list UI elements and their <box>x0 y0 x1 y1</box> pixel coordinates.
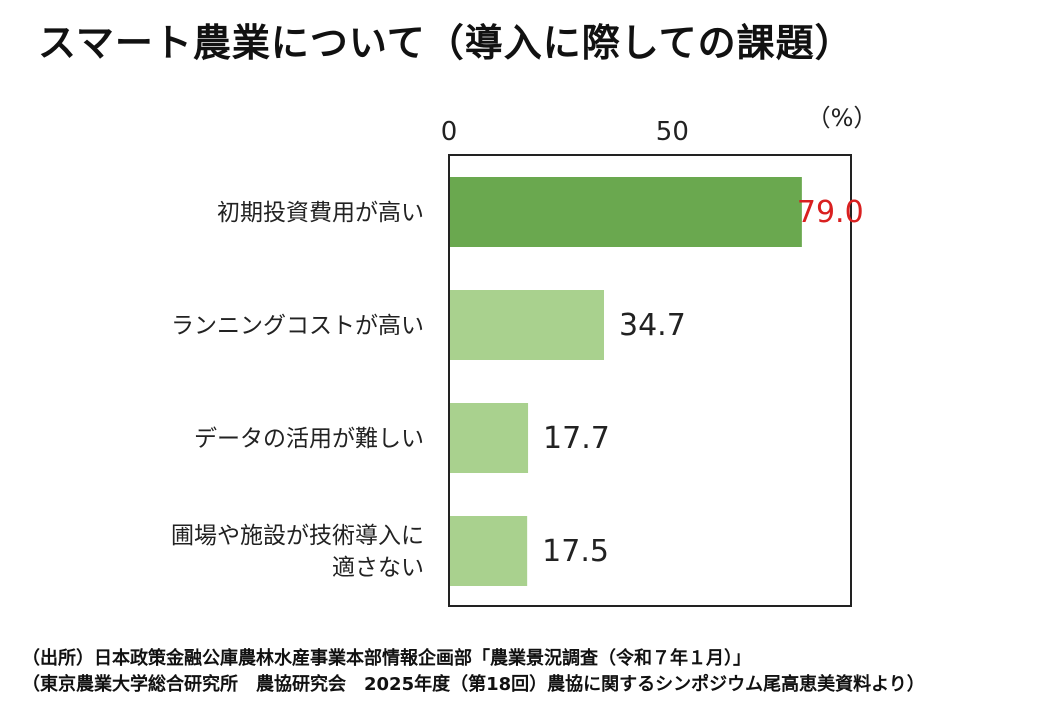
category-label: データの活用が難しい <box>194 426 424 452</box>
category-label: ランニングコストが高い <box>171 313 424 339</box>
category-label: 適さない <box>332 555 424 581</box>
bar <box>450 290 604 360</box>
value-label: 79.0 <box>797 195 864 230</box>
category-labels: 初期投資費用が高いランニングコストが高いデータの活用が難しい圃場や施設が技術導入… <box>171 200 424 581</box>
category-label: 圃場や施設が技術導入に <box>171 523 424 549</box>
x-tick-label: 50 <box>656 117 689 147</box>
bar <box>450 403 529 473</box>
bar <box>450 177 802 247</box>
source-note-line-1: （出所）日本政策金融公庫農林水産事業本部情報企画部「農業景況調査（令和７年１月）… <box>22 648 751 669</box>
value-label: 34.7 <box>619 308 686 343</box>
plot-frame <box>448 154 852 607</box>
value-label: 17.7 <box>543 421 610 456</box>
value-labels: 79.0 34.7 17.7 17.5 <box>542 195 863 569</box>
chart-title: スマート農業について（導入に際しての課題） <box>38 21 854 65</box>
bar-chart: 0 50 （%） 初期投資費用が高いランニングコストが高いデータの活用が難しい圃場… <box>171 104 878 607</box>
bars <box>450 177 802 586</box>
category-label: 初期投資費用が高い <box>217 200 424 226</box>
bar <box>450 516 528 586</box>
x-axis-ticks: 0 50 <box>441 117 689 147</box>
value-label: 17.5 <box>542 534 609 569</box>
unit-label: （%） <box>807 104 878 132</box>
x-tick-label: 0 <box>441 117 458 147</box>
source-note-line-2: （東京農業大学総合研究所 農協研究会 2025年度（第18回）農協に関するシンポ… <box>22 674 925 695</box>
